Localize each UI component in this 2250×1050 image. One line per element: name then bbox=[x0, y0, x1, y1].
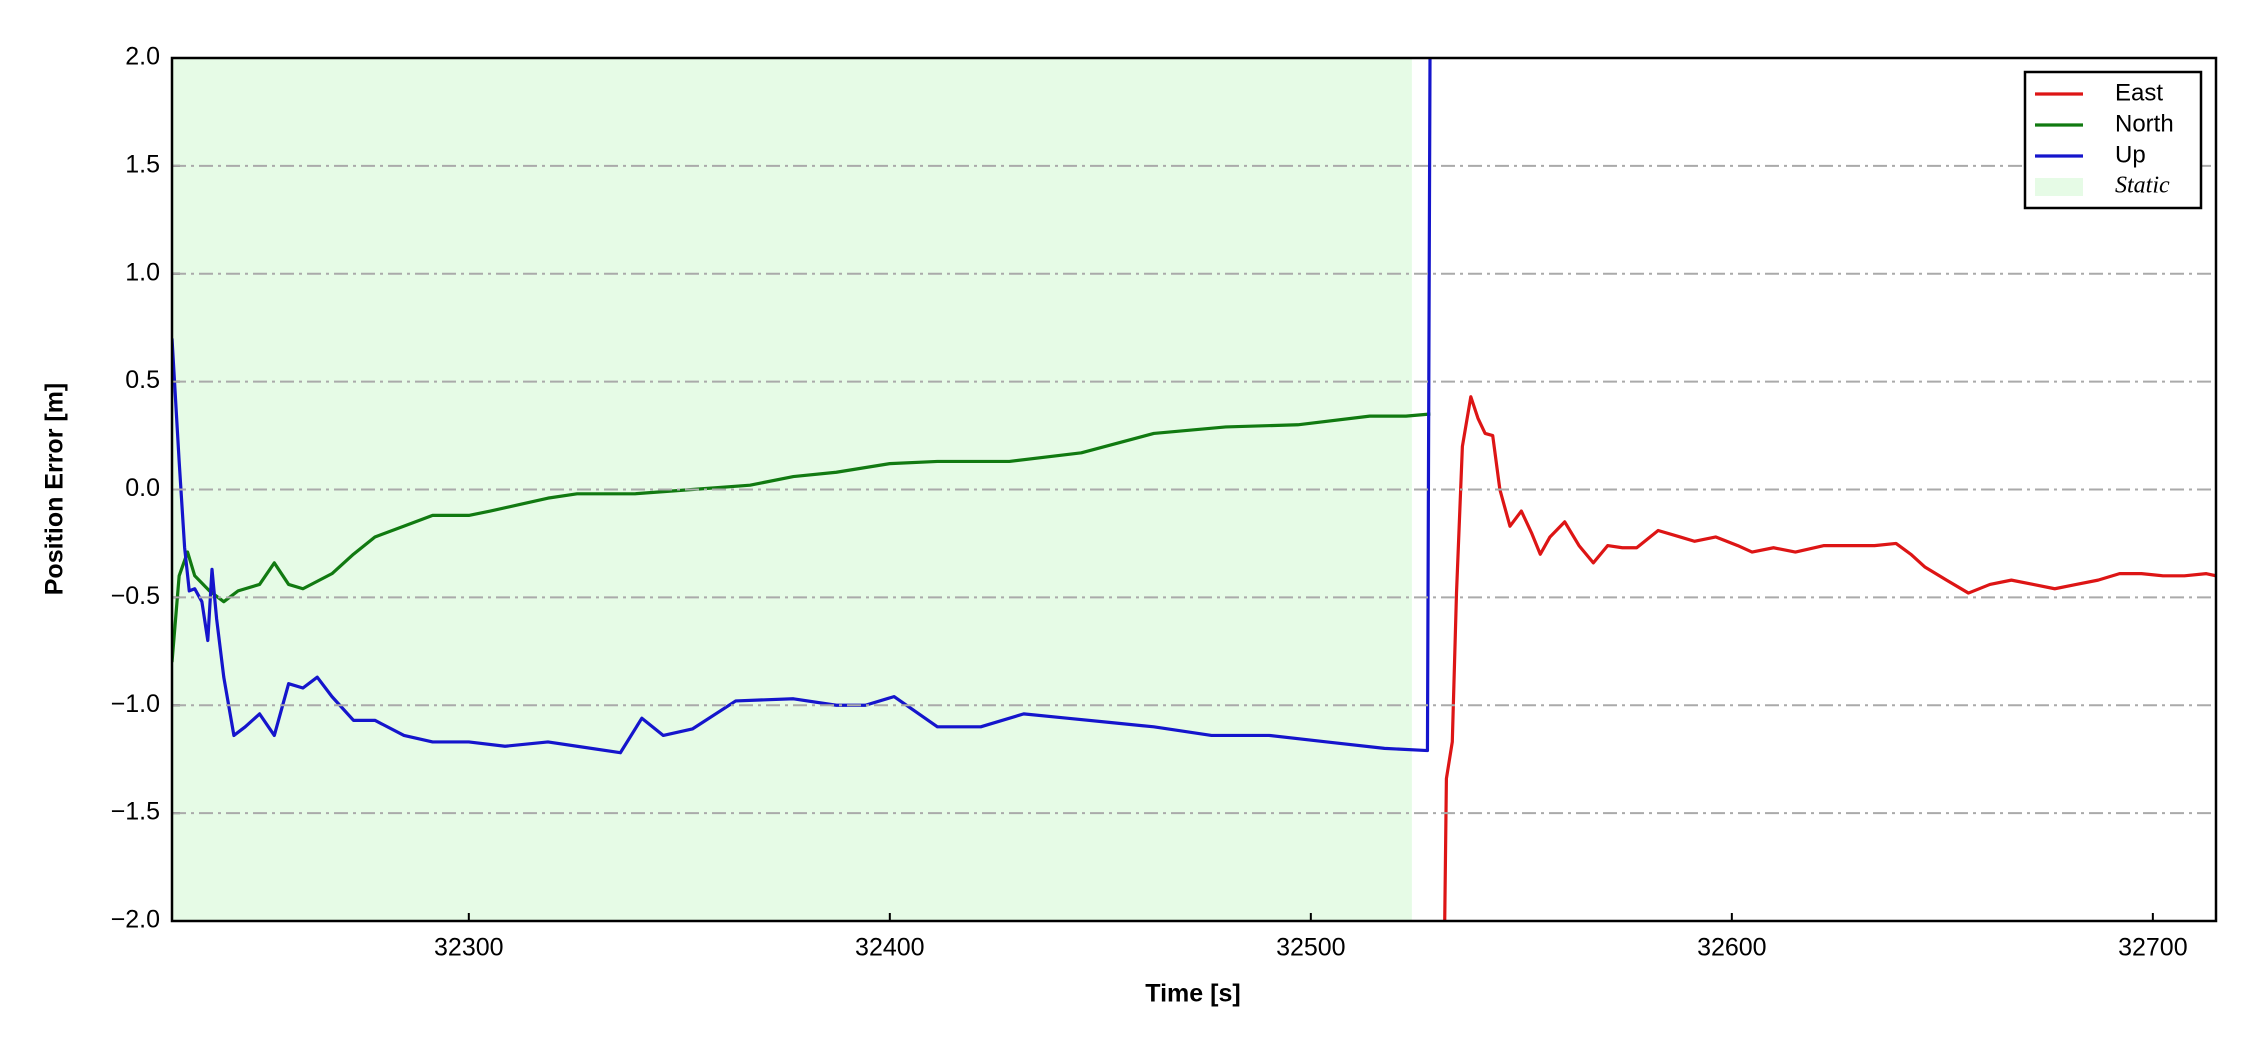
x-tick-label: 32700 bbox=[2118, 934, 2188, 962]
x-tick-label: 32600 bbox=[1697, 934, 1767, 962]
y-tick-label: −2.0 bbox=[111, 906, 160, 934]
x-axis-title: Time [s] bbox=[1145, 980, 1240, 1008]
series-line bbox=[172, 58, 1432, 755]
legend-label: North bbox=[2115, 110, 2174, 137]
legend-label: East bbox=[2115, 79, 2163, 106]
plot-area bbox=[172, 58, 2216, 921]
y-tick-label: −1.5 bbox=[111, 798, 160, 826]
x-tick-label: 32300 bbox=[434, 934, 504, 962]
series-line bbox=[172, 412, 1431, 663]
x-tick-label: 32400 bbox=[855, 934, 925, 962]
legend: East North Up Static bbox=[2023, 70, 2203, 210]
legend-swatch bbox=[2035, 178, 2083, 196]
y-tick-label: −1.0 bbox=[111, 690, 160, 718]
y-tick-label: 1.0 bbox=[125, 258, 160, 286]
y-axis-title: Position Error [m] bbox=[41, 383, 69, 596]
legend-label: Static bbox=[2115, 173, 2170, 199]
axes-frame bbox=[170, 56, 2218, 923]
x-tick-label: 32500 bbox=[1276, 934, 1346, 962]
y-tick-label: −0.5 bbox=[111, 582, 160, 610]
series-line bbox=[1443, 395, 2216, 921]
y-tick-label: 0.0 bbox=[125, 474, 160, 502]
y-tick-label: 1.5 bbox=[125, 150, 160, 178]
legend-label: Up bbox=[2115, 141, 2146, 168]
y-tick-label: 0.5 bbox=[125, 366, 160, 394]
y-tick-label: 2.0 bbox=[125, 43, 160, 71]
